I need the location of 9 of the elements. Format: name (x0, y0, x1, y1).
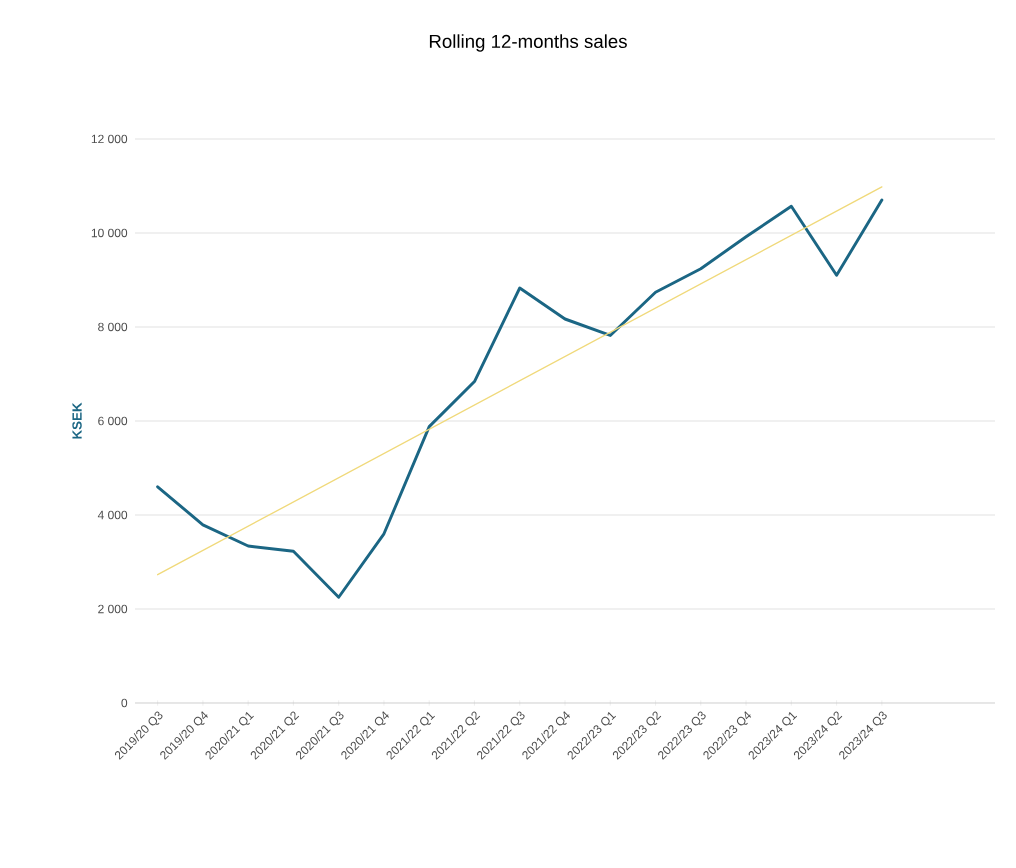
y-axis-title: KSEK (72, 402, 82, 439)
y-tick-label: 6 000 (98, 416, 128, 426)
y-tick-label: 2 000 (98, 604, 128, 614)
y-tick-label: 4 000 (97, 510, 128, 520)
y-tick-label: 12 000 (91, 134, 128, 144)
y-tick-label: 0 (121, 698, 128, 708)
y-tick-label: 10 000 (91, 228, 128, 238)
y-tick-label: 8 000 (98, 322, 128, 332)
chart-title: Rolling 12-months sales (429, 34, 627, 52)
